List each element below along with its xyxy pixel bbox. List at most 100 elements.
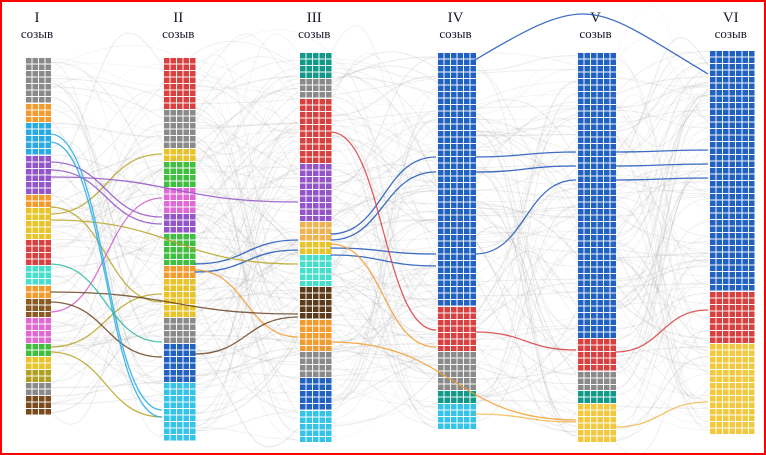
- flow-path: [614, 278, 709, 375]
- flow-path: [49, 61, 163, 438]
- flow-path: [474, 117, 577, 315]
- column-header-VI: VI созыв: [686, 10, 764, 41]
- flow-path: [614, 152, 709, 202]
- header-word: созыв: [714, 25, 747, 41]
- flow-path: [330, 83, 437, 305]
- flow-path: [49, 64, 163, 114]
- flow-path: [330, 327, 437, 359]
- flow-path: [614, 292, 709, 329]
- flow-path: [49, 82, 163, 393]
- segment-I-2: [24, 102, 51, 122]
- flow-path: [614, 130, 709, 219]
- flow-path: [49, 256, 163, 383]
- flow-path: [49, 206, 163, 303]
- flow-path: [49, 159, 163, 213]
- segment-I-10: [24, 297, 51, 317]
- flow-path: [194, 117, 299, 339]
- flow-path: [474, 331, 577, 351]
- flow-path: [49, 300, 163, 383]
- flow-path: [614, 105, 709, 261]
- flow-path: [614, 178, 709, 310]
- segment-II-6: [162, 213, 196, 233]
- segment-V-5: [576, 403, 616, 442]
- flow-path: [614, 281, 709, 406]
- flow-path: [330, 58, 709, 397]
- flow-path: [330, 281, 709, 364]
- flow-path: [614, 59, 709, 165]
- flow-path: [49, 96, 163, 300]
- flow-path: [330, 52, 437, 181]
- flow-path: [614, 62, 709, 132]
- flow-path: [49, 207, 437, 308]
- flow-path: [194, 129, 299, 234]
- flow-path: [614, 94, 709, 248]
- flow-path: [330, 233, 437, 286]
- flow-path: [614, 258, 709, 333]
- flow-path: [194, 164, 299, 223]
- flow-path: [330, 119, 437, 417]
- column-header-IV: IV созыв: [411, 10, 501, 41]
- flow-path: [49, 154, 163, 410]
- flow-path: [330, 171, 437, 205]
- flow-path: [49, 230, 163, 312]
- column-header-II: II созыв: [133, 10, 223, 41]
- segment-I-13: [24, 356, 51, 369]
- flow-path: [194, 86, 577, 186]
- flow-path: [194, 105, 577, 127]
- flow-path: [474, 363, 577, 422]
- flow-path: [49, 122, 163, 138]
- flow-path: [194, 91, 299, 155]
- flow-path: [330, 200, 437, 362]
- flow-path: [194, 159, 299, 311]
- flow-path: [49, 190, 437, 397]
- flow-path: [330, 264, 437, 339]
- flow-path: [614, 252, 709, 426]
- segment-III-9: [298, 318, 332, 351]
- column-header-III: III созыв: [269, 10, 359, 41]
- flow-path: [614, 88, 709, 147]
- flow-path: [614, 334, 709, 350]
- flow-path: [330, 60, 437, 322]
- segment-III-10: [298, 351, 332, 377]
- flow-path: [474, 55, 577, 72]
- flow-path: [614, 177, 709, 181]
- flow-path: [614, 108, 709, 390]
- flow-path: [49, 245, 163, 256]
- segment-III-8: [298, 286, 332, 319]
- flow-path: [474, 68, 577, 395]
- flow-path: [474, 209, 577, 214]
- flow-path: [49, 131, 163, 344]
- flow-path: [614, 161, 709, 389]
- flow-path: [614, 292, 709, 354]
- flow-path: [49, 142, 163, 236]
- flow-path: [194, 230, 299, 321]
- flow-path: [194, 164, 577, 190]
- flow-path: [194, 347, 299, 377]
- flow-path: [49, 166, 163, 244]
- flow-path: [330, 364, 437, 396]
- flow-path: [194, 289, 299, 415]
- flow-path: [194, 95, 299, 329]
- flow-path: [474, 240, 577, 426]
- flow-path: [614, 102, 709, 290]
- flow-path: [474, 81, 577, 338]
- flow-path: [614, 81, 709, 156]
- flow-path: [194, 344, 299, 448]
- flow-path: [614, 309, 709, 353]
- flow-path: [49, 76, 437, 225]
- flow-path: [49, 88, 163, 167]
- segment-II-9: [162, 278, 196, 317]
- flow-path: [474, 206, 577, 299]
- segment-V-2: [576, 338, 616, 371]
- flow-path: [614, 98, 709, 342]
- flow-path: [49, 83, 163, 306]
- flow-path: [474, 168, 577, 229]
- flow-path: [49, 119, 163, 363]
- flow-path: [330, 285, 437, 335]
- column-V: [576, 52, 616, 442]
- flow-path: [330, 109, 437, 391]
- flow-path: [330, 263, 437, 302]
- flow-path: [194, 269, 299, 338]
